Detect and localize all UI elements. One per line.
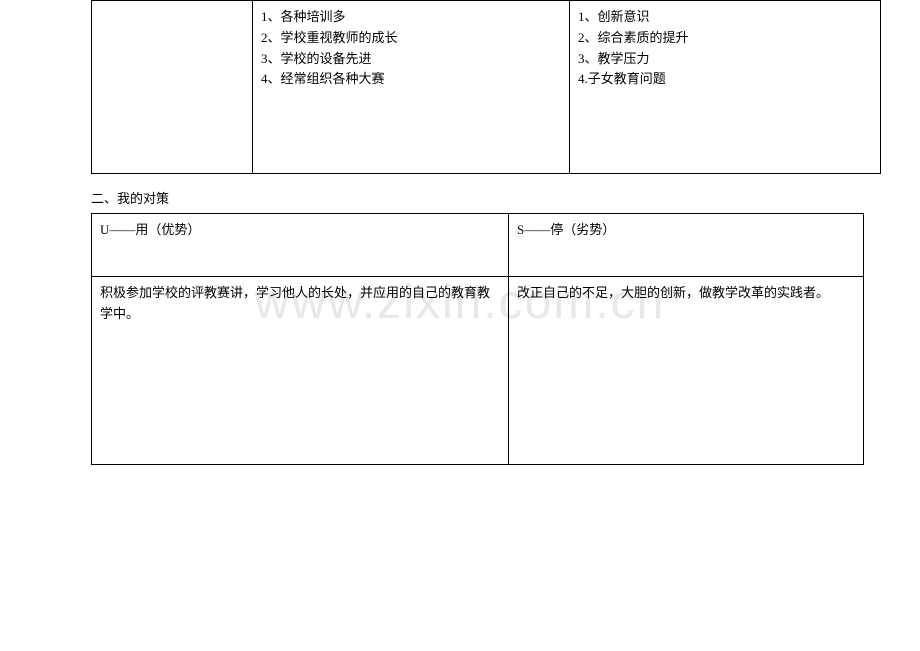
list-item: 4.子女教育问题 xyxy=(578,69,872,90)
document-content: 1、各种培训多 2、学校重视教师的成长 3、学校的设备先进 4、经常组织各种大赛… xyxy=(0,0,920,465)
list-item: 2、学校重视教师的成长 xyxy=(261,28,561,49)
cell-empty xyxy=(92,1,253,174)
list-item: 1、各种培训多 xyxy=(261,7,561,28)
table-swot-top: 1、各种培训多 2、学校重视教师的成长 3、学校的设备先进 4、经常组织各种大赛… xyxy=(91,0,881,174)
table-row: U——用（优势） S——停（劣势） xyxy=(92,214,864,277)
list-item: 2、综合素质的提升 xyxy=(578,28,872,49)
cell-use-header: U——用（优势） xyxy=(92,214,509,277)
list-item: 3、教学压力 xyxy=(578,49,872,70)
cell-stop-header: S——停（劣势） xyxy=(509,214,864,277)
cell-opportunities: 1、各种培训多 2、学校重视教师的成长 3、学校的设备先进 4、经常组织各种大赛 xyxy=(253,1,570,174)
section-title: 二、我的对策 xyxy=(91,188,920,207)
table-row: 1、各种培训多 2、学校重视教师的成长 3、学校的设备先进 4、经常组织各种大赛… xyxy=(92,1,881,174)
table-row: 积极参加学校的评教赛讲，学习他人的长处，并应用的自己的教育教学中。 改正自己的不… xyxy=(92,277,864,465)
cell-use-body: 积极参加学校的评教赛讲，学习他人的长处，并应用的自己的教育教学中。 xyxy=(92,277,509,465)
list-item: 4、经常组织各种大赛 xyxy=(261,69,561,90)
cell-threats: 1、创新意识 2、综合素质的提升 3、教学压力 4.子女教育问题 xyxy=(570,1,881,174)
list-item: 3、学校的设备先进 xyxy=(261,49,561,70)
table-strategy: U——用（优势） S——停（劣势） 积极参加学校的评教赛讲，学习他人的长处，并应… xyxy=(91,213,864,465)
list-item: 1、创新意识 xyxy=(578,7,872,28)
cell-stop-body: 改正自己的不足，大胆的创新，做教学改革的实践者。 xyxy=(509,277,864,465)
